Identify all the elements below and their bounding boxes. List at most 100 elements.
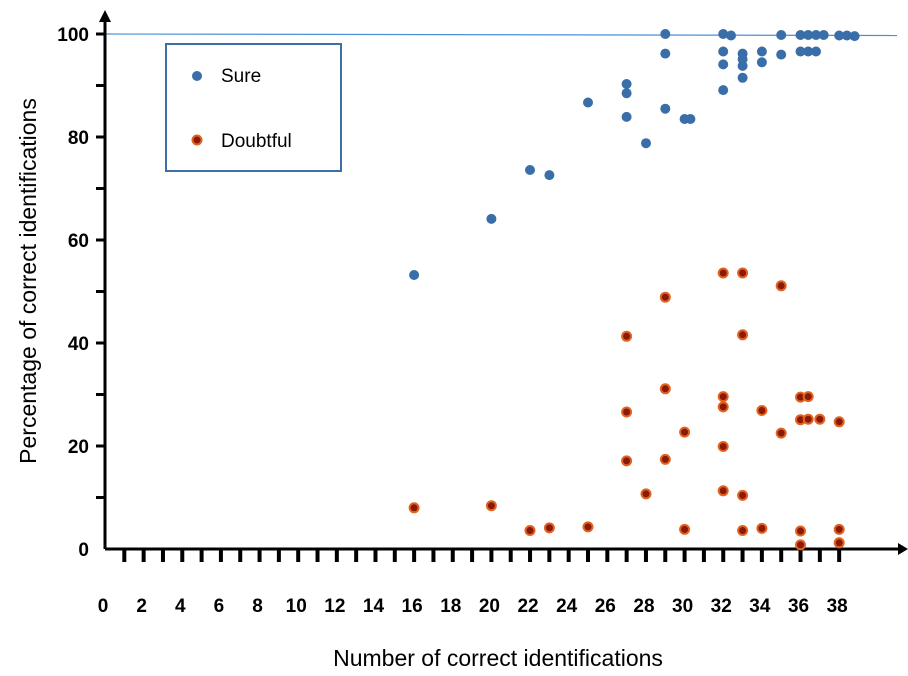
sure-point (795, 30, 806, 40)
x-tick-label: 2 (136, 596, 147, 617)
x-tick-label: 18 (440, 596, 461, 617)
sure-point (718, 59, 729, 70)
sure-point (718, 46, 729, 57)
doubtful-point (717, 267, 729, 279)
doubtful-point (582, 521, 594, 533)
doubtful-point (717, 485, 729, 497)
doubtful-point (775, 280, 787, 292)
sure-point (737, 60, 748, 71)
x-axis-title: Number of correct identifications (333, 645, 663, 671)
doubtful-point (737, 329, 749, 341)
x-tick-label: 26 (595, 596, 616, 617)
doubtful-point (640, 488, 652, 500)
doubtful-point (775, 427, 787, 439)
doubtful-point (737, 489, 749, 501)
y-tick-label: 80 (68, 128, 89, 149)
sure-point (718, 85, 729, 96)
x-tick-label: 0 (98, 596, 109, 617)
points-layer (408, 29, 860, 551)
doubtful-point (679, 426, 691, 438)
sure-point (583, 97, 593, 108)
legend-doubtful-marker (191, 134, 203, 146)
doubtful-point (408, 502, 420, 514)
x-tick-label: 20 (479, 596, 500, 617)
doubtful-point (717, 441, 729, 452)
x-tick-label: 22 (517, 596, 538, 617)
doubtful-point (737, 525, 749, 536)
reference-line-layer (104, 33, 898, 37)
legend-doubtful-label: Doubtful (221, 131, 292, 152)
doubtful-point (621, 330, 633, 342)
reference-line-100 (104, 33, 898, 37)
doubtful-point (524, 525, 536, 536)
doubtful-point (485, 500, 497, 512)
doubtful-point (659, 291, 671, 303)
sure-point (718, 29, 729, 39)
sure-point (811, 46, 821, 57)
legend-box (165, 43, 342, 172)
sure-point (803, 30, 814, 40)
y-axis-title: Percentage of correct identifications (15, 98, 41, 464)
doubtful-point (659, 453, 671, 465)
sure-point (726, 30, 736, 41)
sure-point (834, 30, 845, 41)
x-tick-label: 8 (252, 596, 263, 617)
legend-sure-label: Sure (221, 66, 261, 87)
legend: Sure Doubtful (165, 43, 342, 172)
doubtful-point (795, 539, 806, 551)
sure-point (756, 57, 767, 68)
x-tick-label: 6 (214, 596, 225, 617)
doubtful-point (756, 522, 768, 534)
sure-point (776, 30, 787, 40)
sure-point (841, 30, 852, 41)
x-tick-label: 4 (175, 596, 186, 617)
sure-point (544, 170, 555, 181)
x-tick-label: 16 (402, 596, 423, 617)
x-tick-label: 10 (286, 596, 307, 617)
doubtful-point (833, 537, 845, 549)
x-tick-label: 24 (556, 596, 578, 617)
y-tick-label: 100 (57, 25, 89, 46)
sure-point (621, 79, 632, 89)
x-tick-label: 12 (324, 596, 345, 617)
sure-point (818, 30, 829, 40)
y-tick-label: 0 (78, 540, 89, 561)
x-tick-label: 28 (633, 596, 654, 617)
sure-point (486, 213, 497, 224)
doubtful-point (679, 523, 691, 535)
doubtful-point (621, 406, 633, 418)
legend-sure-marker (192, 71, 202, 81)
x-tick-label: 34 (749, 596, 771, 617)
doubtful-point (833, 523, 845, 535)
doubtful-point (659, 383, 671, 395)
doubtful-point (802, 391, 814, 403)
doubtful-point (621, 455, 633, 467)
x-tick-label: 36 (788, 596, 809, 617)
doubtful-point (795, 525, 806, 537)
sure-point (641, 138, 651, 149)
sure-point (621, 111, 632, 122)
doubtful-point (833, 416, 845, 428)
x-tick-label: 14 (363, 596, 385, 617)
doubtful-point (737, 267, 749, 279)
sure-point (685, 114, 696, 124)
sure-point (811, 30, 821, 40)
sure-point (803, 46, 814, 57)
sure-point (795, 46, 806, 57)
sure-point (525, 165, 535, 175)
y-tick-label: 60 (68, 231, 89, 252)
sure-point (660, 103, 671, 114)
sure-point (660, 48, 671, 59)
doubtful-point (802, 413, 814, 425)
doubtful-point (543, 522, 555, 534)
sure-point (737, 72, 748, 83)
y-axis-arrow (99, 10, 111, 22)
y-tick-label: 40 (68, 334, 89, 355)
sure-point (776, 49, 787, 60)
y-tick-label: 20 (68, 437, 89, 458)
sure-point (849, 31, 860, 42)
x-tick-label: 32 (711, 596, 732, 617)
